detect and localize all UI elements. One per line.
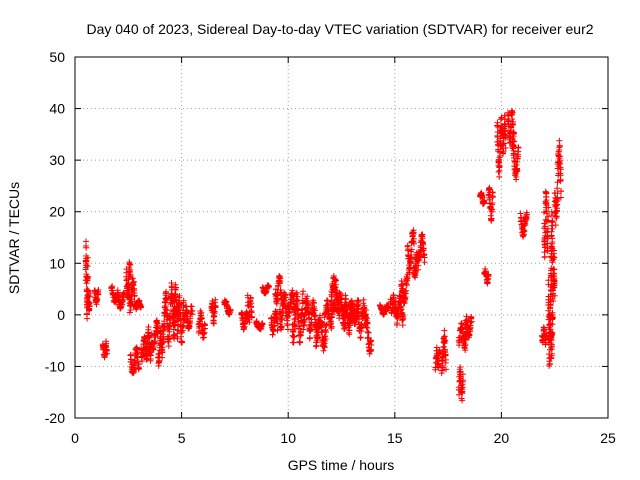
y-tick-label: 10	[49, 255, 65, 271]
plot-frame	[74, 56, 609, 419]
x-axis-label: GPS time / hours	[288, 457, 395, 473]
data-points	[82, 107, 565, 404]
y-tick-label: 50	[49, 49, 65, 65]
y-axis-label: SDTVAR / TECUs	[6, 182, 22, 294]
y-axis-ticks: -20 -10 0 10 20 30 40 50	[45, 49, 608, 426]
x-tick-label: 25	[600, 430, 616, 446]
x-tick-label: 5	[178, 430, 186, 446]
series-sdtvar-markers	[82, 107, 565, 404]
y-tick-label: 0	[57, 307, 65, 323]
x-tick-label: 15	[387, 430, 403, 446]
x-axis-ticks: 0 5 10 15 20 25	[71, 57, 616, 446]
x-tick-label: 10	[280, 430, 296, 446]
y-tick-label: 30	[49, 152, 65, 168]
x-tick-label: 0	[71, 430, 79, 446]
y-tick-label: 20	[49, 204, 65, 220]
chart-title: Day 040 of 2023, Sidereal Day-to-day VTE…	[86, 21, 593, 37]
y-tick-label: 40	[49, 101, 65, 117]
y-tick-label: -20	[45, 410, 65, 426]
x-tick-label: 20	[494, 430, 510, 446]
y-tick-label: -10	[45, 358, 65, 374]
